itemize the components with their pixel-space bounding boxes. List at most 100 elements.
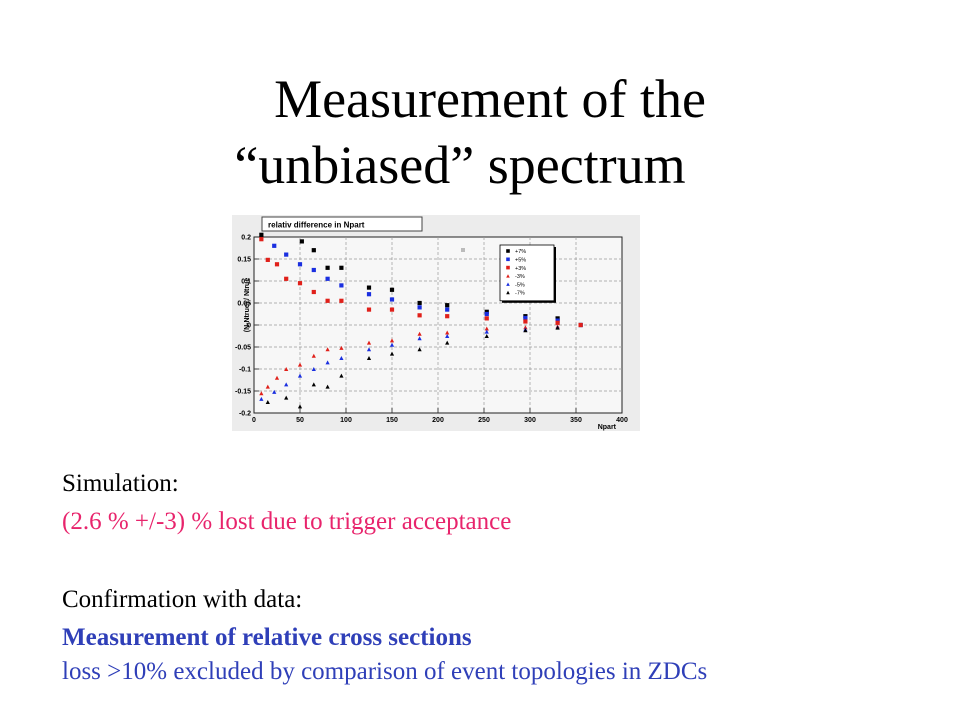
data-point-series-0	[484, 309, 489, 314]
data-point-series-0	[259, 232, 264, 237]
data-point-series-4	[284, 382, 289, 387]
data-point-series-4	[417, 336, 422, 341]
data-point-series-0	[555, 316, 560, 321]
data-point-series-3	[445, 330, 450, 335]
data-point-series-0	[339, 265, 344, 270]
legend-label-5: -7%	[515, 291, 525, 297]
legend-marker-0	[506, 249, 510, 253]
data-point-series-5	[389, 351, 395, 356]
data-point-series-1	[284, 252, 289, 257]
data-point-series-0	[445, 303, 450, 308]
data-point-series-0	[389, 287, 395, 292]
legend-marker-5	[506, 290, 510, 295]
data-point-series-2	[578, 322, 583, 328]
data-point-series-5	[445, 340, 450, 345]
data-point-series-4	[311, 367, 316, 371]
data-point-series-2	[389, 307, 395, 312]
x-tick-label: 0	[252, 417, 256, 424]
data-point-series-0	[299, 239, 304, 244]
data-point-series-3	[417, 331, 422, 336]
data-point-series-5	[339, 373, 344, 378]
confirmation-method: Measurement of relative cross sections	[62, 624, 472, 651]
y-tick-label: -0.05	[235, 345, 251, 352]
data-point-series-4	[366, 347, 372, 352]
data-point-series-2	[297, 281, 303, 286]
x-tick-label: 50	[296, 417, 304, 424]
data-point-series-4	[259, 396, 264, 401]
data-point-series-2	[555, 320, 560, 325]
data-point-series-1	[297, 262, 303, 267]
legend-marker-3	[506, 274, 510, 278]
data-point-series-1	[339, 283, 344, 288]
data-point-series-4	[484, 329, 489, 334]
data-point-series-5	[284, 395, 289, 400]
data-point-series-1	[417, 305, 422, 310]
x-axis-label: Npart	[598, 424, 617, 431]
data-point-series-4	[272, 389, 277, 394]
data-point-series-4	[339, 356, 344, 360]
data-point-series-1	[484, 311, 489, 317]
data-point-series-2	[284, 276, 289, 281]
confirmation-heading: Confirmation with data:	[62, 586, 303, 613]
data-point-series-0	[366, 285, 372, 290]
data-point-series-3	[297, 362, 303, 367]
data-point-series-2	[274, 262, 280, 267]
y-tick-label: 0.05	[237, 301, 251, 308]
data-point-series-5	[311, 382, 316, 387]
data-point-series-2	[484, 316, 489, 321]
data-point-series-5	[265, 400, 270, 404]
legend-label-2: +3%	[515, 266, 526, 272]
data-point-series-0	[417, 300, 422, 306]
data-point-series-5	[366, 356, 372, 360]
y-tick-label: 0.15	[237, 257, 251, 264]
data-point-series-1	[389, 297, 395, 302]
y-tick-label: 0.1	[241, 279, 251, 286]
data-point-series-4	[445, 334, 450, 338]
data-point-series-1	[445, 307, 450, 312]
confirmation-conclusion: loss >10% excluded by comparison of even…	[62, 658, 708, 685]
data-point-series-5	[484, 334, 489, 338]
data-point-series-3	[339, 345, 344, 350]
data-point-series-5	[325, 384, 330, 389]
x-tick-label: 300	[524, 417, 536, 424]
legend-marker-4	[506, 282, 510, 286]
slide-title-line-1: Measurement of the	[274, 69, 706, 129]
y-axis-label: (N-Ntrue) / Ntrue	[244, 278, 251, 333]
x-tick-label: 100	[340, 417, 352, 424]
x-tick-label: 250	[478, 417, 490, 424]
y-tick-label: -0.2	[239, 411, 251, 418]
data-point-series-3	[311, 353, 316, 358]
data-point-series-2	[265, 257, 270, 262]
data-point-series-3	[259, 391, 264, 396]
data-point-series-3	[274, 375, 280, 380]
x-tick-label: 200	[432, 417, 444, 424]
data-point-series-2	[366, 307, 372, 312]
stray-marker	[461, 248, 465, 252]
data-point-series-0	[311, 248, 316, 253]
slide-title-line-2: “unbiased” spectrum	[234, 135, 686, 195]
data-point-series-1	[366, 292, 372, 297]
data-point-series-2	[445, 314, 450, 319]
y-tick-label: 0.2	[241, 235, 251, 242]
legend-marker-2	[506, 265, 510, 270]
data-point-series-3	[484, 326, 489, 331]
data-point-series-3	[389, 338, 395, 343]
data-point-series-1	[311, 267, 316, 273]
data-point-series-1	[555, 318, 560, 323]
data-point-series-3	[366, 340, 372, 345]
data-point-series-3	[265, 384, 270, 389]
data-point-series-4	[325, 360, 330, 365]
y-tick-label: -0.15	[235, 389, 251, 396]
x-tick-label: 350	[570, 417, 582, 424]
data-point-series-2	[417, 313, 422, 318]
data-point-series-4	[297, 373, 303, 378]
data-point-series-2	[259, 237, 264, 242]
data-point-series-4	[389, 342, 395, 347]
data-point-series-5	[417, 347, 422, 352]
y-tick-label: 0	[247, 323, 251, 330]
data-point-series-1	[523, 315, 528, 321]
data-point-series-3	[325, 347, 330, 352]
data-point-series-2	[311, 289, 316, 295]
chart-title: relativ difference in Npart	[268, 221, 365, 230]
data-point-series-5	[523, 328, 528, 333]
